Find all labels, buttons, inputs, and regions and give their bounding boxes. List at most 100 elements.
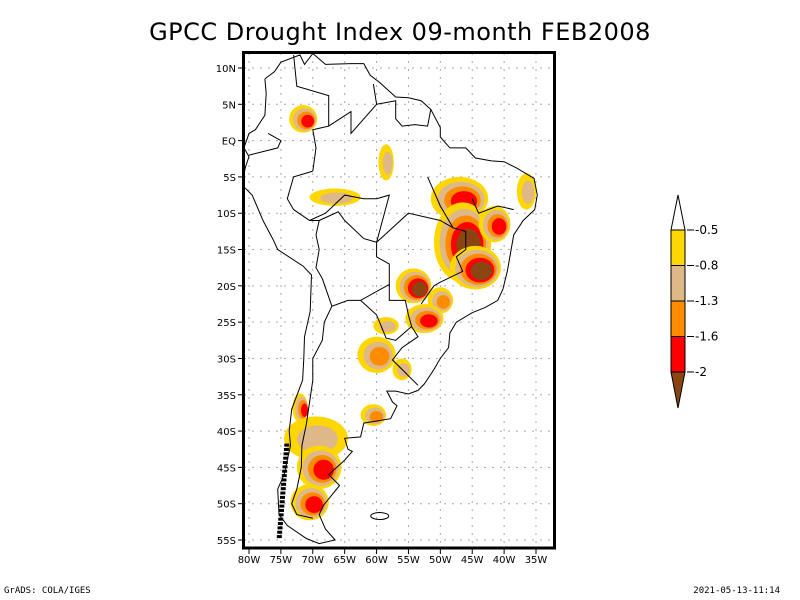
drought-class-4	[420, 314, 438, 328]
drought-region	[290, 484, 329, 521]
fjord-island	[284, 443, 290, 447]
country-border	[309, 194, 391, 243]
fjord-island	[280, 491, 286, 495]
timestamp: 2021-05-13-11:14	[693, 586, 780, 596]
drought-region	[449, 245, 501, 290]
fjord-island	[282, 469, 288, 473]
colorbar-bin	[670, 265, 686, 302]
drought-class-2	[297, 425, 338, 454]
x-tick-label: 40W	[493, 555, 516, 566]
fjord-island	[278, 513, 284, 517]
fjord-island	[277, 526, 283, 530]
y-tick-label: 50S	[217, 500, 236, 511]
country-border	[318, 211, 390, 307]
colorbar-bin	[670, 300, 686, 337]
colorbar-bin-top	[670, 194, 686, 231]
y-tick-label: 30S	[217, 354, 236, 365]
x-tick-label: 75W	[270, 555, 293, 566]
y-tick-label: 20S	[217, 282, 236, 293]
y-axis: 10N 5N EQ 5S 10S 15S 20S 25S 30S 35S 40S 45S 50S 55S	[216, 64, 244, 547]
y-tick-label: 10S	[217, 209, 236, 220]
fjord-island	[281, 482, 287, 486]
fjord-island	[281, 478, 287, 482]
x-axis: 80W 75W 70W 65W 60W 55W 50W 45W 40W 35W	[238, 548, 548, 566]
y-tick-label: 55S	[217, 536, 236, 547]
chile-fjords	[276, 443, 290, 539]
y-tick-label: 35S	[217, 391, 236, 402]
x-tick-label: 45W	[461, 555, 484, 566]
coastline	[244, 53, 538, 545]
drought-class-5	[470, 261, 493, 281]
coastlines	[244, 53, 538, 545]
country-border	[391, 326, 419, 386]
chart-title: GPCC Drought Index 09-month FEB2008	[149, 18, 651, 46]
colorbar-label: -1.3	[695, 294, 718, 308]
drought-region	[357, 336, 396, 373]
colorbar-bin	[670, 336, 686, 373]
drought-class-4	[301, 403, 309, 417]
drought-region	[289, 105, 318, 133]
drought-region	[284, 416, 348, 461]
fjord-island	[278, 517, 284, 521]
drought-region	[309, 188, 361, 206]
y-tick-label: 40S	[217, 427, 236, 438]
y-tick-label: 5N	[222, 100, 236, 111]
fjord-island	[280, 487, 286, 491]
fjord-island	[283, 447, 289, 451]
country-border	[420, 176, 467, 305]
country-border	[248, 132, 282, 156]
drought-class-2	[320, 192, 353, 204]
y-tick-label: 10N	[216, 64, 236, 75]
fjord-island	[279, 500, 285, 504]
drought-class-5	[411, 281, 428, 297]
country-border	[328, 83, 378, 135]
fjord-island	[283, 452, 289, 456]
x-tick-label: 80W	[238, 555, 261, 566]
fjord-island	[280, 495, 286, 499]
x-tick-label: 35W	[525, 555, 548, 566]
x-tick-label: 70W	[301, 555, 324, 566]
y-tick-label: 25S	[217, 318, 236, 329]
x-tick-label: 60W	[365, 555, 388, 566]
fjord-island	[276, 535, 282, 539]
fjord-island	[277, 522, 283, 526]
fjord-island	[283, 456, 289, 460]
colorbar-label: -2	[695, 365, 707, 379]
colorbar-label: -1.6	[695, 330, 718, 344]
country-border	[376, 100, 432, 127]
fjord-island	[281, 474, 287, 478]
colorbar-label: -0.8	[695, 259, 718, 273]
drought-region	[405, 304, 444, 334]
country-border	[291, 305, 333, 519]
drought-class-4	[305, 496, 323, 513]
drought-region	[378, 144, 394, 181]
fjord-island	[279, 504, 285, 508]
drought-region	[292, 393, 309, 423]
drought-region	[395, 268, 432, 304]
map-frame	[242, 51, 556, 550]
drought-class-3	[369, 411, 383, 423]
y-tick-label: EQ	[222, 137, 236, 148]
drought-class-3	[436, 295, 450, 309]
x-tick-label: 65W	[333, 555, 356, 566]
fjord-island	[278, 508, 284, 512]
country-border	[376, 212, 454, 243]
y-tick-label: 45S	[217, 463, 236, 474]
fjord-island	[282, 461, 288, 465]
y-tick-label: 15S	[217, 246, 236, 257]
drought-class-4	[301, 114, 315, 128]
drought-class-3	[369, 346, 390, 366]
drought-region	[296, 445, 342, 490]
drought-class-2	[382, 151, 393, 175]
drought-class-2	[521, 180, 535, 204]
x-tick-label: 50W	[429, 555, 452, 566]
country-border	[286, 170, 323, 279]
falkland-islands	[370, 512, 390, 521]
colorbar-bin-bottom	[670, 371, 686, 409]
country-border	[471, 198, 514, 214]
fjord-island	[282, 465, 288, 469]
fjord-island	[277, 530, 283, 534]
colorbar-legend: -0.5 -0.8 -1.3 -1.6 -2	[670, 194, 718, 409]
colorbar-bin	[670, 229, 686, 266]
